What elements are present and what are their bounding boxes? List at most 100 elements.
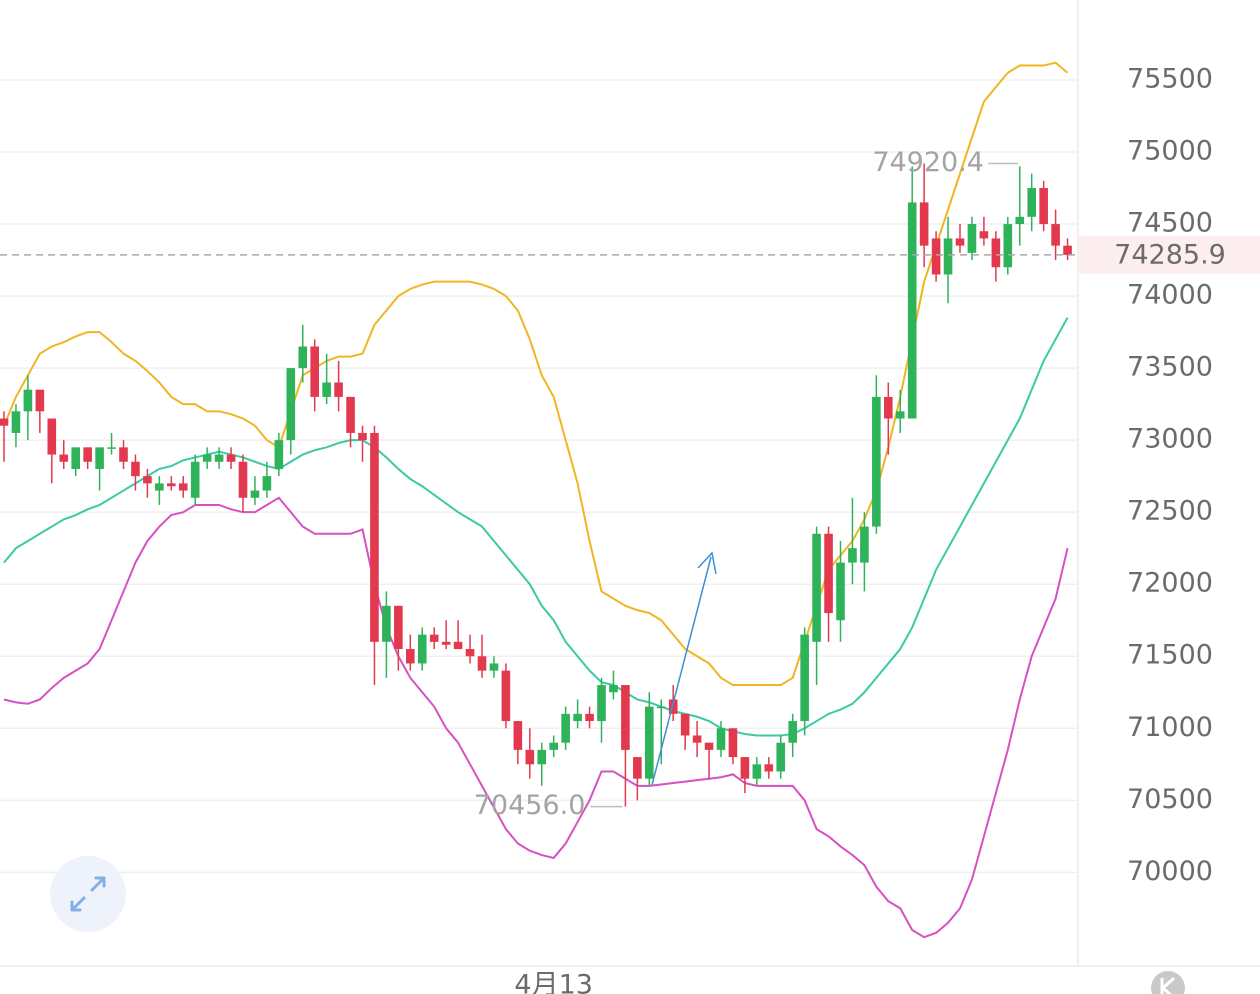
candle-body bbox=[477, 656, 487, 671]
candle-body bbox=[429, 634, 439, 642]
candle-body bbox=[119, 447, 128, 462]
x-tick-label: 4月13 bbox=[514, 970, 593, 994]
candle-body bbox=[931, 238, 941, 275]
candle-body bbox=[346, 396, 355, 433]
candle-body bbox=[238, 461, 248, 498]
candle-body bbox=[633, 757, 642, 779]
candle-body bbox=[716, 728, 726, 750]
band-line bbox=[3, 61, 1069, 687]
y-tick-label: 74500 bbox=[1127, 208, 1213, 239]
candle-body bbox=[752, 764, 762, 779]
candle-body bbox=[597, 685, 606, 722]
candle-body bbox=[441, 641, 451, 645]
candle-body bbox=[47, 418, 57, 455]
candle-body bbox=[465, 649, 475, 657]
candle-body bbox=[417, 634, 427, 664]
candle-body bbox=[860, 526, 869, 563]
candle-body bbox=[11, 411, 21, 433]
band-line bbox=[3, 496, 1069, 939]
candle-body bbox=[609, 685, 618, 693]
last-price-label: 74285.9 bbox=[1114, 239, 1226, 270]
candle-body bbox=[513, 721, 523, 750]
candle-body bbox=[250, 490, 260, 498]
expand-icon[interactable] bbox=[70, 876, 106, 912]
candle-body bbox=[537, 749, 547, 765]
last-price-bg bbox=[1079, 235, 1260, 274]
candle-body bbox=[370, 432, 379, 642]
candle-body bbox=[872, 396, 881, 527]
y-tick-label: 75000 bbox=[1127, 135, 1213, 166]
candle-body bbox=[382, 605, 391, 642]
candle-body bbox=[561, 713, 570, 743]
candle-body bbox=[71, 447, 80, 469]
candle-body bbox=[656, 706, 666, 709]
candle-body bbox=[955, 238, 965, 246]
candle-body bbox=[1015, 216, 1025, 225]
candle-body bbox=[943, 238, 953, 275]
candle-body bbox=[274, 440, 284, 469]
candle-body bbox=[83, 447, 92, 462]
expand-button[interactable] bbox=[50, 856, 126, 932]
expand-button-bg[interactable] bbox=[50, 856, 126, 932]
candle-body bbox=[143, 476, 152, 484]
y-tick-label: 71500 bbox=[1127, 640, 1213, 671]
candle-body bbox=[895, 411, 905, 419]
candle-body bbox=[95, 447, 104, 469]
k-button[interactable] bbox=[1151, 971, 1185, 994]
candle-body bbox=[884, 396, 893, 419]
candle-body bbox=[800, 634, 809, 722]
drawing-arrow-head bbox=[697, 551, 717, 575]
candle-body bbox=[489, 663, 499, 671]
candle-body bbox=[919, 202, 929, 246]
candle-body bbox=[23, 389, 33, 412]
candle-body bbox=[668, 699, 678, 714]
drawing-arrow bbox=[651, 556, 712, 786]
candle-body bbox=[812, 533, 821, 642]
candle-body bbox=[704, 742, 714, 750]
candle-body bbox=[453, 641, 463, 650]
candle-body bbox=[573, 713, 582, 722]
candle-body bbox=[286, 368, 296, 441]
candle-body bbox=[190, 461, 200, 498]
candle-body bbox=[645, 706, 654, 779]
y-tick-label: 72000 bbox=[1127, 568, 1213, 599]
candle-body bbox=[167, 483, 176, 487]
y-tick-label: 70500 bbox=[1127, 784, 1213, 815]
candle-body bbox=[764, 764, 774, 772]
candle-body bbox=[967, 224, 977, 253]
candle-body bbox=[35, 389, 45, 412]
candle-body bbox=[334, 382, 343, 397]
candle-body bbox=[824, 533, 833, 614]
y-tick-label: 70000 bbox=[1127, 856, 1213, 887]
candle-body bbox=[549, 742, 558, 750]
candle-body bbox=[310, 346, 319, 397]
k-icon[interactable] bbox=[1160, 976, 1176, 994]
candle-body bbox=[107, 447, 116, 449]
candle-body bbox=[155, 483, 164, 491]
candle-body bbox=[59, 454, 69, 462]
candle-body bbox=[740, 757, 750, 779]
candle-body bbox=[979, 231, 989, 239]
candle-body bbox=[178, 483, 188, 491]
candle-body bbox=[298, 346, 308, 369]
candle-body bbox=[836, 562, 845, 621]
band-line bbox=[3, 317, 1069, 737]
min-label: 70456.0 bbox=[474, 790, 586, 821]
candle-body bbox=[525, 749, 535, 765]
candle-body bbox=[776, 742, 786, 772]
candle-body bbox=[991, 238, 1001, 268]
bollinger-bands bbox=[3, 61, 1069, 939]
candle-body bbox=[202, 454, 212, 462]
candle-body bbox=[680, 713, 690, 736]
y-tick-label: 73500 bbox=[1127, 352, 1213, 383]
candle-body bbox=[1051, 224, 1060, 246]
candle-body bbox=[1063, 245, 1072, 255]
candle-body bbox=[788, 721, 797, 743]
candle-body bbox=[1027, 188, 1036, 217]
candle-body bbox=[406, 649, 415, 664]
candle-body bbox=[0, 418, 9, 426]
y-tick-label: 75500 bbox=[1127, 63, 1213, 94]
candle-body bbox=[1003, 224, 1013, 268]
